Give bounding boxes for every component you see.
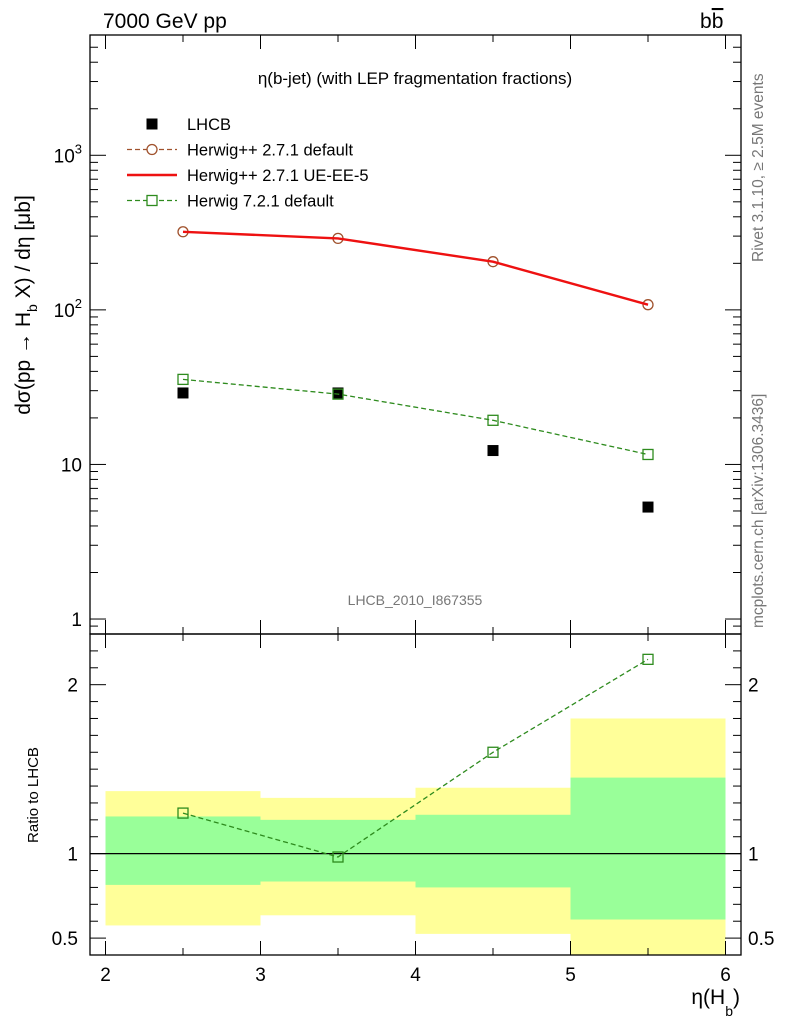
legend-label-2: Herwig++ 2.7.1 UE-EE-5 (187, 167, 369, 185)
main-panel: η(b-jet) (with LEP fragmentation fractio… (12, 34, 742, 635)
main-title: η(b-jet) (with LEP fragmentation fractio… (258, 69, 572, 88)
rivet-label: Rivet 3.1.10, ≥ 2.5M events (750, 73, 767, 262)
main-y-tick-label: 10 (61, 455, 82, 476)
ratio-y-tick-label-right: 1 (748, 845, 759, 866)
herwigpp-default-point (642, 299, 654, 311)
ratio-y-tick-label-left: 2 (67, 676, 78, 697)
ratio-x-tick-label: 2 (100, 965, 111, 986)
ratio-y-tick-label-right: 0.5 (748, 929, 774, 950)
ratio-series-line (182, 658, 649, 858)
mcplots-label: mcplots.cern.ch [arXiv:1306.3436] (750, 394, 767, 628)
legend-label-0: LHCB (187, 116, 231, 134)
main-y-tick-label: 103 (54, 141, 82, 167)
main-y-tick-base: 10 (54, 146, 75, 167)
uncertainty-band-inner (105, 816, 261, 885)
ratio-y-axis-label: Ratio to LHCB (25, 747, 42, 843)
lhcb-data-point (642, 501, 654, 513)
herwig7-point (487, 414, 499, 426)
main-y-tick-exponent: 3 (75, 141, 82, 156)
main-y-tick-exponent: 2 (75, 296, 82, 311)
legend-label-3: Herwig 7.2.1 default (187, 193, 334, 211)
ratio-x-tick-label: 5 (565, 965, 576, 986)
main-y-axis-label-a: dσ(pp → H (12, 312, 35, 415)
x-axis-label-b: ) (733, 986, 740, 1009)
series-line-1 (182, 231, 649, 306)
ratio-y-tick-label-right: 2 (748, 676, 759, 697)
ratio-y-tick-label-left: 0.5 (52, 929, 78, 950)
ratio-x-tick-label: 3 (255, 965, 266, 986)
analysis-watermark: LHCB_2010_I867355 (348, 592, 483, 608)
main-y-tick-base: 10 (54, 301, 75, 322)
legend-symbol-lhcb (146, 118, 158, 130)
header-energy-label: 7000 GeV pp (103, 10, 227, 33)
ratio-herwig7-point (487, 746, 499, 758)
x-axis-label-a: η(H (691, 986, 725, 1009)
lhcb-data-point (177, 387, 189, 399)
legend-label-1: Herwig++ 2.7.1 default (187, 142, 353, 160)
lhcb-data-point (332, 387, 344, 399)
main-y-tick-label: 1 (71, 610, 82, 631)
header-bb-label: bb (700, 10, 723, 33)
x-axis-label-sub: b (725, 1003, 733, 1019)
lhcb-data-point (487, 445, 499, 457)
herwig7-point (177, 373, 189, 386)
ratio-panel: 0.5 0.5 1 1 2 2 2 3 4 5 6 Ratio to LHCB η(Hb) (25, 633, 774, 1019)
herwig7-point (332, 388, 344, 400)
ratio-bands (105, 718, 726, 955)
main-y-tick-label: 102 (54, 296, 82, 322)
header-b: b (700, 10, 712, 33)
legend-square-marker (146, 194, 158, 207)
main-y-axis-label: dσ(pp → Hb X) / dη [μb] (12, 195, 40, 415)
uncertainty-band-inner (415, 814, 571, 888)
main-y-axis-label-sub: b (24, 304, 40, 312)
main-y-tick-base: 1 (71, 610, 82, 631)
series-line-2 (182, 230, 649, 306)
legend-circle-marker (146, 143, 158, 156)
series-line-3 (182, 378, 649, 456)
herwig7-point (642, 448, 654, 461)
ratio-herwig7-point (177, 807, 189, 819)
header-bbar: b (712, 10, 724, 33)
ratio-herwig7-point (332, 851, 344, 863)
uncertainty-band-inner (260, 819, 416, 882)
ratio-x-tick-label: 6 (720, 965, 731, 986)
ratio-herwig7-point (642, 653, 654, 665)
ratio-y-tick-label-left: 1 (67, 845, 78, 866)
x-axis-label: η(Hb) (691, 986, 740, 1019)
main-y-axis-label-b: X) / dη [μb] (12, 195, 35, 304)
ratio-x-tick-label: 4 (410, 965, 421, 986)
uncertainty-band-inner (570, 777, 726, 920)
main-y-tick-base: 10 (61, 455, 82, 476)
